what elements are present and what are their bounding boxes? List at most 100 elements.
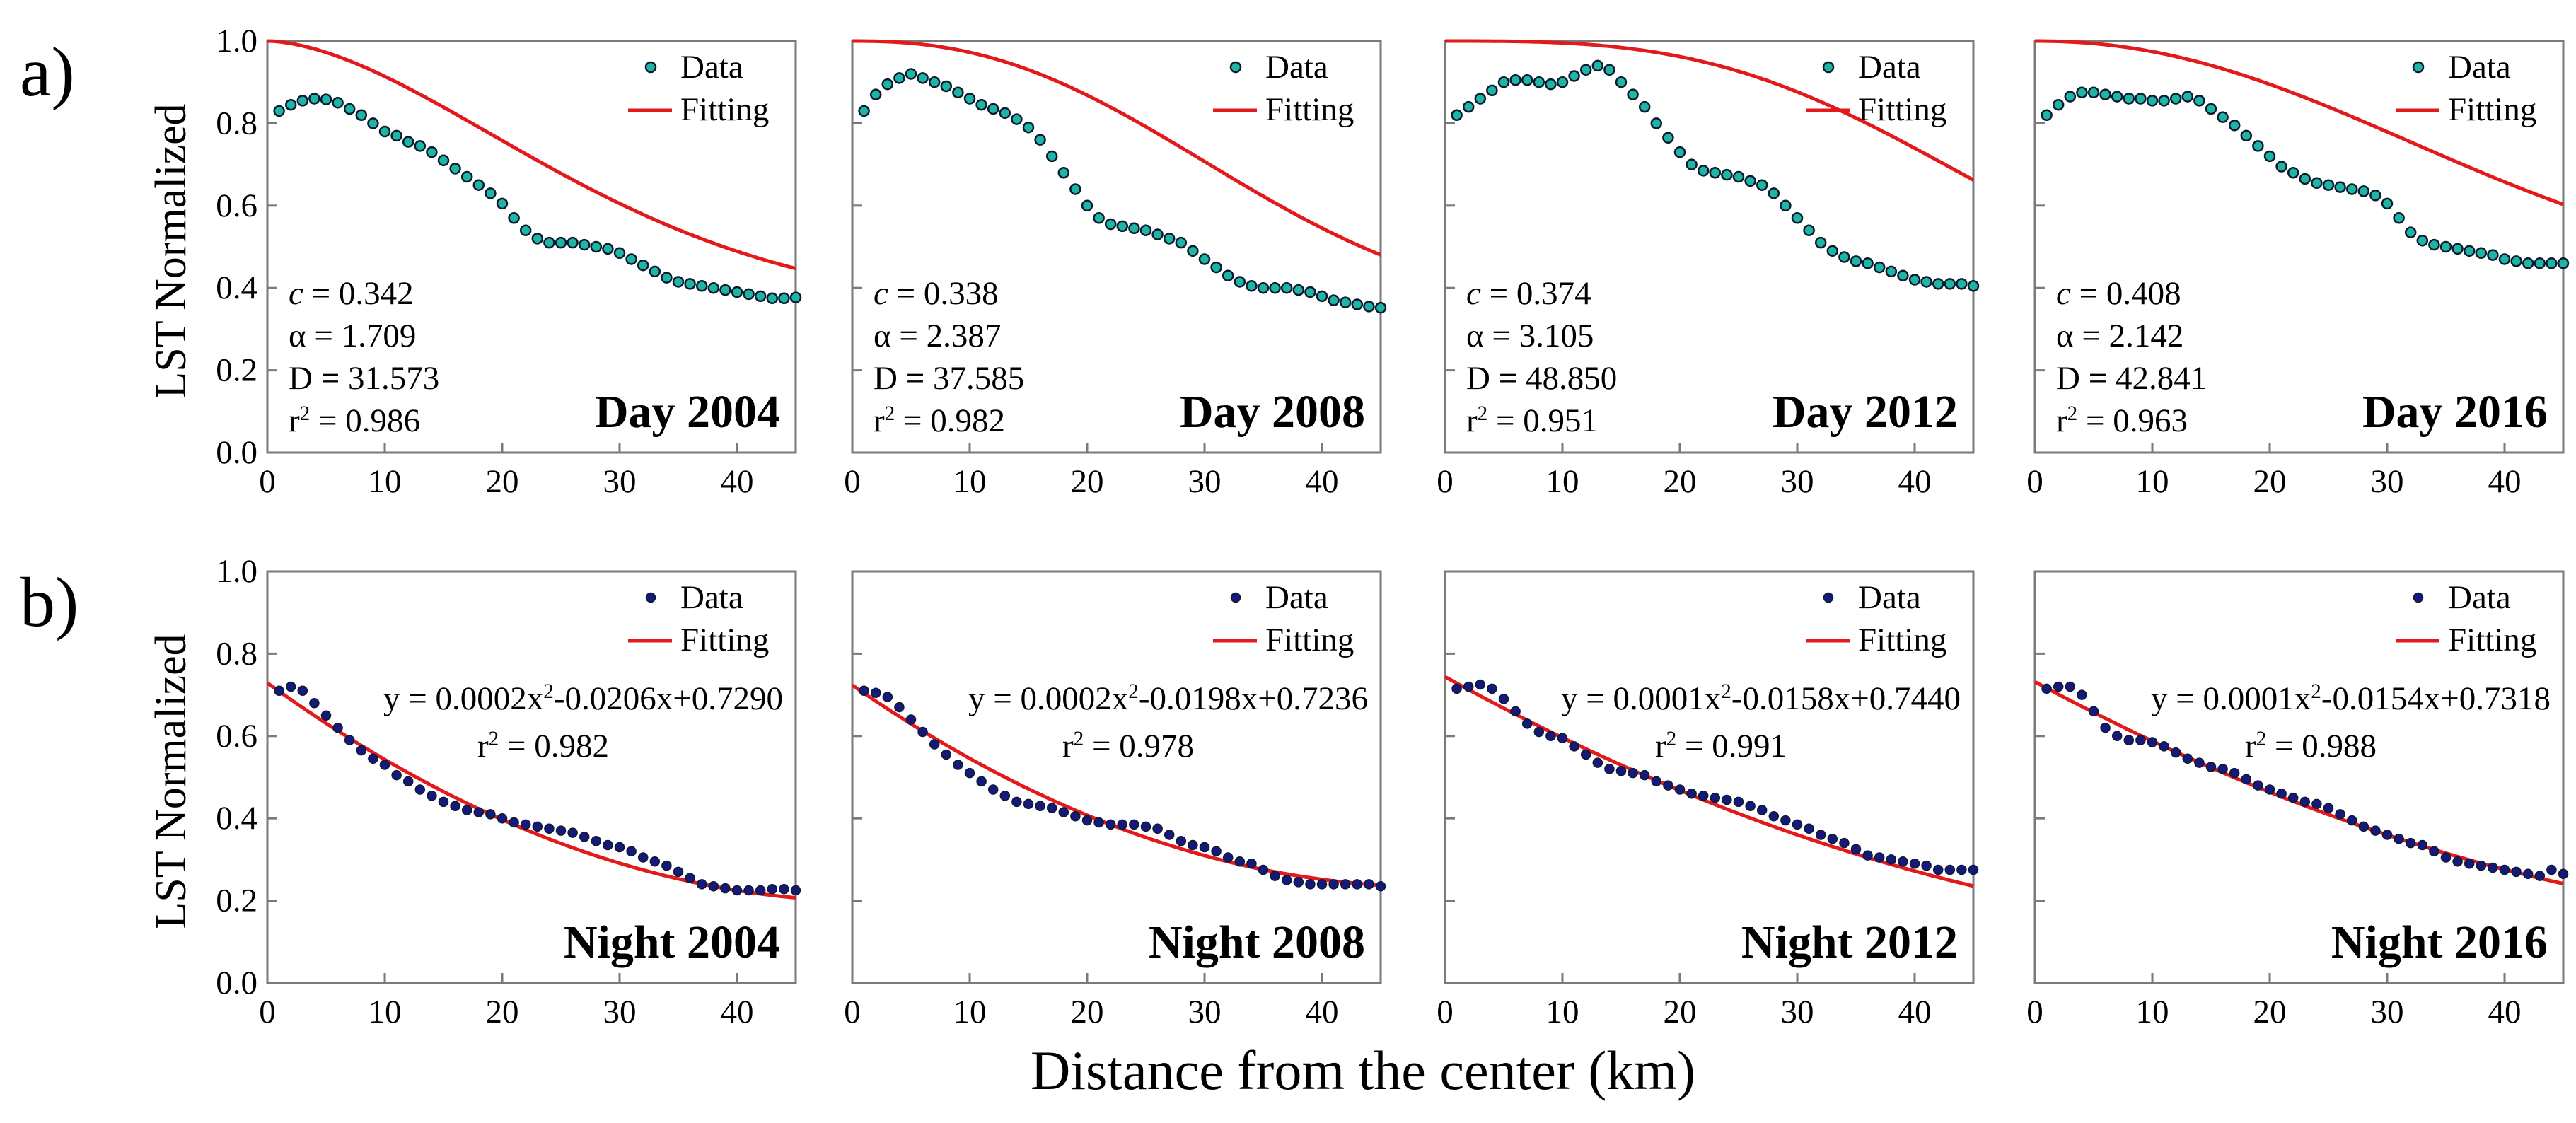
legend-label-fitting: Fitting (1858, 91, 1946, 128)
data-point (2417, 839, 2428, 851)
param-c-label: c = 0.374 (1466, 275, 1591, 312)
panel-day-1: 0.0 0.2 0.4 0.6 0.8 1.0 0 10 20 30 40 Data Fitting Da… (216, 23, 802, 500)
fitting-line (852, 39, 1381, 257)
panel-title: Night 2012 (1741, 917, 1958, 968)
x-tick-label: 30 (2371, 994, 2404, 1030)
data-point (2064, 91, 2077, 103)
data-point (1592, 757, 1603, 768)
data-point (1070, 811, 1081, 822)
data-point (859, 685, 869, 697)
data-point (2357, 185, 2370, 197)
data-point (1639, 769, 1650, 781)
data-point (858, 105, 870, 117)
x-tick-label: 10 (1546, 463, 1579, 500)
legend-marker-data (644, 61, 657, 74)
data-point (1023, 798, 1034, 810)
plot-frame (1444, 570, 1975, 984)
x-tick-label: 40 (2488, 994, 2522, 1030)
data-point (2346, 815, 2357, 826)
data-point (790, 885, 801, 896)
y-tick-label: 0.8 (216, 635, 257, 672)
y-axis-label-top: LST Normalized (147, 103, 195, 398)
param-d-label: D = 31.573 (289, 360, 439, 397)
x-tick-label: 30 (1188, 463, 1222, 500)
data-point (1281, 875, 1292, 885)
panels: 0.0 0.2 0.4 0.6 0.8 1.0 0 10 20 30 40 Data Fitting Da… (216, 23, 2570, 1030)
data-point (1932, 864, 1944, 875)
r-squared-label: r2 = 0.986 (289, 402, 420, 439)
data-point (952, 86, 964, 98)
data-point (1034, 134, 1046, 146)
data-point (1521, 718, 1533, 729)
data-point (929, 739, 940, 750)
data-point (1533, 76, 1545, 88)
data-point (2111, 731, 2123, 742)
y-tick-label: 0.2 (216, 352, 257, 389)
data-point (1921, 860, 1932, 871)
data-point (485, 809, 496, 820)
data-point (2358, 821, 2369, 832)
x-tick-label: 20 (1664, 994, 1697, 1030)
data-point (2065, 681, 2076, 692)
data-point (2052, 98, 2065, 111)
data-point (532, 821, 543, 832)
data-point (2452, 856, 2463, 867)
data-point (2452, 243, 2464, 255)
panel-title: Day 2016 (2362, 386, 2548, 438)
data-point (685, 873, 695, 883)
data-point (614, 842, 625, 853)
data-point (1292, 284, 1305, 296)
data-point (2428, 238, 2440, 251)
data-point (1673, 146, 1686, 158)
data-point (1498, 694, 1509, 704)
data-point (2369, 190, 2381, 202)
data-point (1340, 879, 1351, 890)
panel-day-4: 0 10 20 30 40 Data Fitting Day 2016 c = 0.408 α =… (2026, 39, 2570, 500)
data-point (2041, 109, 2053, 122)
data-point (2159, 741, 2169, 752)
data-point (1316, 879, 1328, 890)
data-point (567, 236, 579, 249)
data-point (379, 760, 390, 770)
data-point (2088, 706, 2099, 717)
data-point (1081, 815, 1093, 826)
fitting-line (2033, 680, 2564, 886)
data-point (1827, 834, 1838, 844)
x-tick-label: 0 (259, 994, 276, 1030)
data-point (625, 253, 637, 265)
data-point (1328, 879, 1339, 890)
x-tick-label: 30 (2371, 463, 2404, 500)
data-point (905, 714, 917, 725)
data-point (309, 697, 320, 709)
data-point (1234, 856, 1246, 867)
data-point (613, 247, 626, 259)
data-point (941, 749, 952, 760)
data-point (531, 233, 544, 245)
data-point (2087, 86, 2100, 98)
param-alpha-label: α = 2.387 (874, 318, 1001, 354)
data-point (881, 78, 894, 91)
data-point (673, 866, 684, 878)
data-point (719, 284, 731, 296)
data-point (1886, 854, 1897, 865)
panel-night-3: 0 10 20 30 40 Data Fitting Night 2012 y = 0.0001… (1437, 570, 1979, 1030)
data-point (1364, 879, 1374, 890)
data-point (707, 281, 720, 294)
x-tick-label: 40 (2488, 463, 2522, 500)
data-point (1733, 796, 1744, 808)
data-point (987, 103, 999, 115)
x-tick-label: 0 (259, 463, 276, 500)
data-point (368, 753, 378, 764)
data-point (520, 819, 531, 830)
fit-equation: y = 0.0002x2-0.0198x+0.7236 (968, 680, 1368, 717)
data-point (1474, 93, 1487, 105)
data-point (2076, 86, 2088, 98)
data-point (343, 103, 356, 115)
data-point (987, 784, 999, 795)
data-point (1139, 224, 1152, 236)
data-point (1497, 76, 1510, 88)
x-tick-label: 0 (2026, 994, 2043, 1030)
data-point (1246, 858, 1257, 869)
data-point (2123, 735, 2135, 745)
data-point (2182, 753, 2193, 764)
